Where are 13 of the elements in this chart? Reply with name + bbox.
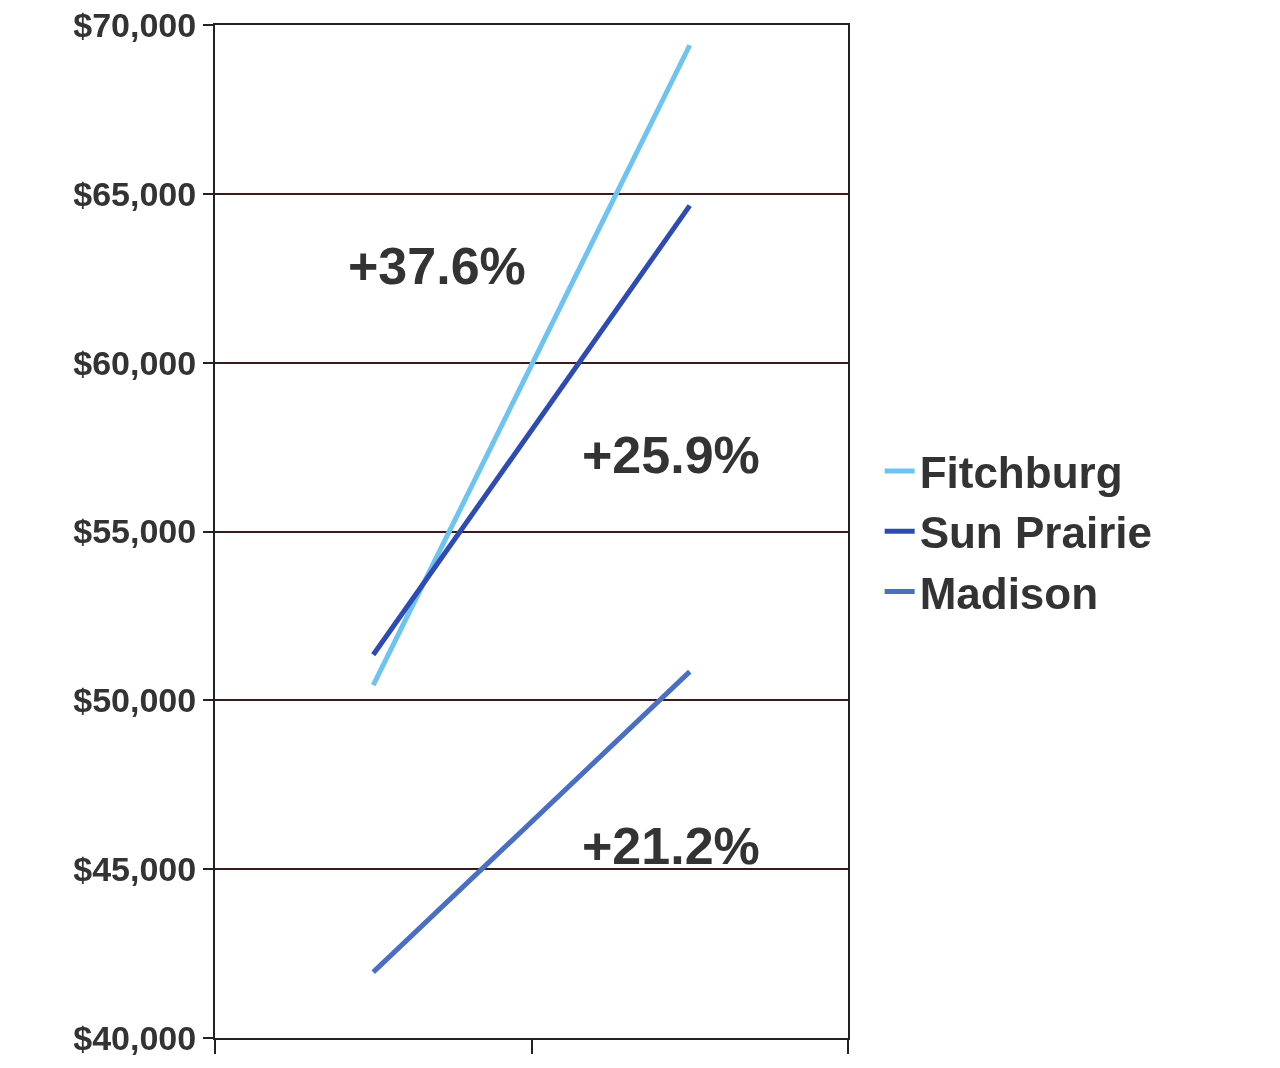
annotation: +25.9%	[582, 426, 760, 484]
y-tick-label: $50,000	[73, 681, 197, 720]
annotation: +37.6%	[348, 237, 526, 295]
y-tick-label: $60,000	[73, 343, 197, 382]
legend-label: Fitchburg	[919, 448, 1123, 498]
y-tick-label: $65,000	[73, 174, 197, 213]
annotation: +21.2%	[582, 817, 760, 875]
y-tick-label: $40,000	[73, 1018, 197, 1057]
y-tick-label: $55,000	[73, 512, 197, 551]
y-tick-label: $70,000	[73, 5, 197, 44]
legend-label: Sun Prairie	[919, 508, 1152, 558]
legend-label: Madison	[919, 568, 1099, 618]
y-tick-label: $45,000	[73, 850, 197, 889]
